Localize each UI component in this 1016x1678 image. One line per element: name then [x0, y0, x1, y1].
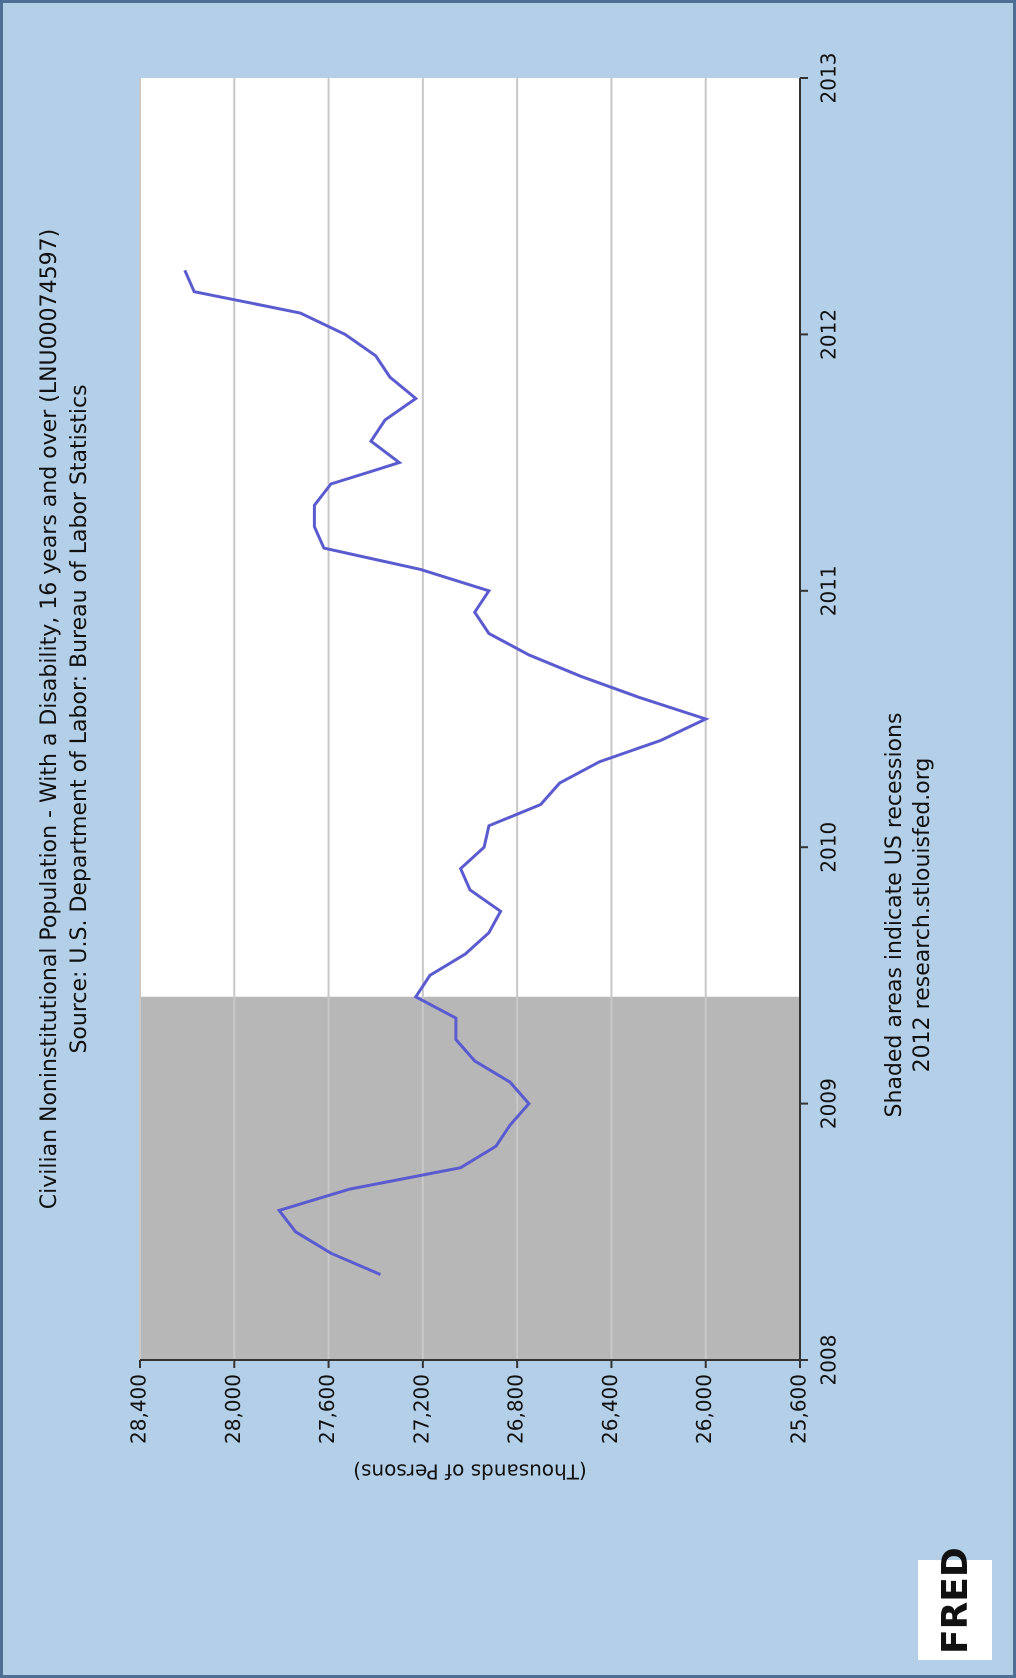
y-tick-label: 26,400	[598, 1374, 622, 1444]
y-axis-label: (Thousands of Persons)	[353, 1460, 587, 1484]
y-tick-label: 25,600	[787, 1374, 811, 1444]
y-tick-label: 27,600	[315, 1374, 339, 1444]
x-tick-label: 2010	[817, 822, 841, 873]
note: 2012 research.stlouisfed.org	[910, 758, 935, 1073]
x-tick-label: 2009	[817, 1078, 841, 1129]
chart-title: Civilian Noninstitutional Population - W…	[37, 229, 62, 1209]
chart-subtitle: Source: U.S. Department of Labor: Bureau…	[67, 384, 92, 1053]
logo-box	[918, 1560, 992, 1660]
logo: FRED	[935, 1547, 976, 1654]
y-tick-label: 26,000	[692, 1374, 716, 1444]
data-line	[183, 269, 710, 1276]
x-tick-label: 2012	[817, 309, 841, 360]
x-tick-label: 2011	[817, 565, 841, 616]
recession-shade	[140, 996, 800, 1360]
x-tick-label: 2013	[817, 53, 841, 104]
y-tick-label: 28,400	[127, 1374, 151, 1444]
y-tick-label: 27,200	[409, 1374, 433, 1444]
note: Shaded areas indicate US recessions	[882, 713, 907, 1118]
x-tick-label: 2008	[817, 1335, 841, 1386]
y-tick-label: 26,800	[504, 1374, 528, 1444]
y-tick-label: 28,000	[221, 1374, 245, 1444]
